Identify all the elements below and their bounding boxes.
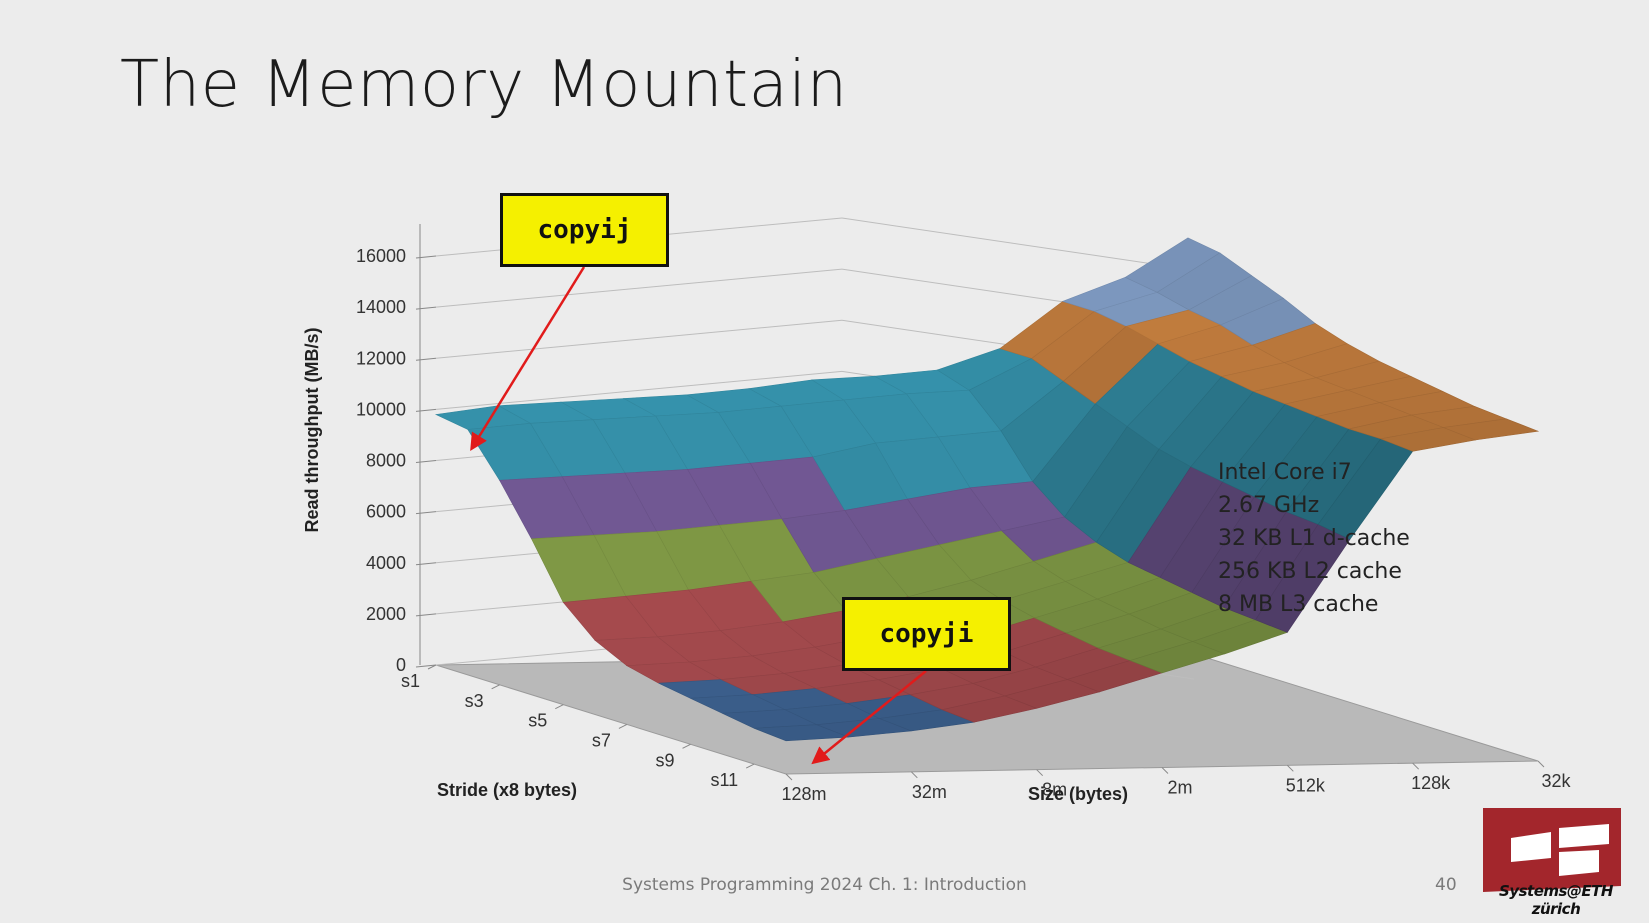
stride-tick-mark xyxy=(618,724,628,729)
z-tick-mark xyxy=(415,460,437,463)
size-axis-label: Size (bytes) xyxy=(1028,784,1128,804)
size-tick-label: 512k xyxy=(1286,775,1326,795)
copyij-callout: copyij xyxy=(500,193,669,267)
z-tick-label: 8000 xyxy=(366,451,406,471)
size-tick-label: 32k xyxy=(1541,771,1571,791)
stride-tick-mark xyxy=(682,743,691,749)
slide-footer: Systems Programming 2024 Ch. 1: Introduc… xyxy=(622,875,1027,895)
stride-tick-label: s5 xyxy=(528,711,547,731)
stride-tick-label: s1 xyxy=(401,671,420,691)
size-tick-mark xyxy=(1286,764,1294,772)
slide-title: The Memory Mountain xyxy=(120,48,848,122)
size-tick-label: 2m xyxy=(1167,778,1192,798)
eth-logo-icon xyxy=(1483,808,1621,892)
y-axis-label: Read throughput (MB/s) xyxy=(302,328,322,533)
size-tick-mark xyxy=(910,771,918,779)
z-tick-label: 0 xyxy=(396,655,406,675)
z-tick-mark xyxy=(415,664,437,668)
logo-text: Systems@ETH zürich xyxy=(1499,882,1613,918)
z-tick-label: 6000 xyxy=(366,502,406,522)
z-tick-label: 2000 xyxy=(366,604,406,624)
size-tick-mark xyxy=(1537,760,1545,768)
stride-tick-label: s7 xyxy=(592,730,611,750)
spec-l1: 32 KB L1 d-cache xyxy=(1218,526,1410,551)
size-tick-mark xyxy=(1161,767,1169,774)
z-tick-mark xyxy=(415,306,437,310)
stride-tick-label: s3 xyxy=(465,691,484,711)
eth-logo: Systems@ETH zürich xyxy=(1481,806,1631,918)
z-tick-label: 14000 xyxy=(356,297,406,317)
stride-tick-mark xyxy=(427,664,437,670)
z-tick-label: 4000 xyxy=(366,553,406,573)
z-tick-label: 16000 xyxy=(356,246,406,266)
z-gridline xyxy=(435,319,843,359)
cpu-specs-list: Intel Core i7 2.67 GHz 32 KB L1 d-cache … xyxy=(1218,456,1410,621)
size-tick-mark xyxy=(785,773,793,781)
x-axis-label: Stride (x8 bytes) xyxy=(437,780,577,800)
stride-tick-mark xyxy=(745,763,755,769)
copyij-arrow xyxy=(470,266,586,451)
copyji-arrow xyxy=(811,670,927,765)
z-tick-label: 10000 xyxy=(356,399,406,419)
z-tick-mark xyxy=(415,511,437,515)
z-gridline xyxy=(435,268,843,308)
spec-cpu: Intel Core i7 xyxy=(1218,460,1352,485)
size-tick-label: 32m xyxy=(912,782,947,802)
spec-l3: 8 MB L3 cache xyxy=(1218,592,1379,617)
spec-l2: 256 KB L2 cache xyxy=(1218,559,1402,584)
z-gridline xyxy=(435,370,843,410)
stride-tick-label: s11 xyxy=(710,770,738,790)
size-tick-label: 128k xyxy=(1411,773,1451,793)
z-gridline-right xyxy=(841,217,1195,271)
size-tick-mark xyxy=(1412,762,1420,770)
size-tick-label: 128m xyxy=(781,784,826,804)
copyji-callout: copyji xyxy=(842,597,1011,671)
size-tick-mark xyxy=(1036,769,1044,777)
page-number: 40 xyxy=(1435,875,1457,895)
stride-tick-mark xyxy=(491,684,500,690)
z-tick-mark xyxy=(415,408,437,412)
stride-tick-mark xyxy=(555,704,564,710)
z-tick-label: 12000 xyxy=(356,348,406,368)
size-tick-label: 8m xyxy=(1042,780,1067,800)
z-tick-mark xyxy=(415,357,437,361)
z-tick-mark xyxy=(415,613,437,617)
z-tick-mark xyxy=(415,255,437,259)
spec-clock: 2.67 GHz xyxy=(1218,493,1320,518)
z-tick-mark xyxy=(415,562,437,566)
surface-cell xyxy=(1442,418,1540,441)
stride-tick-label: s9 xyxy=(656,750,675,770)
